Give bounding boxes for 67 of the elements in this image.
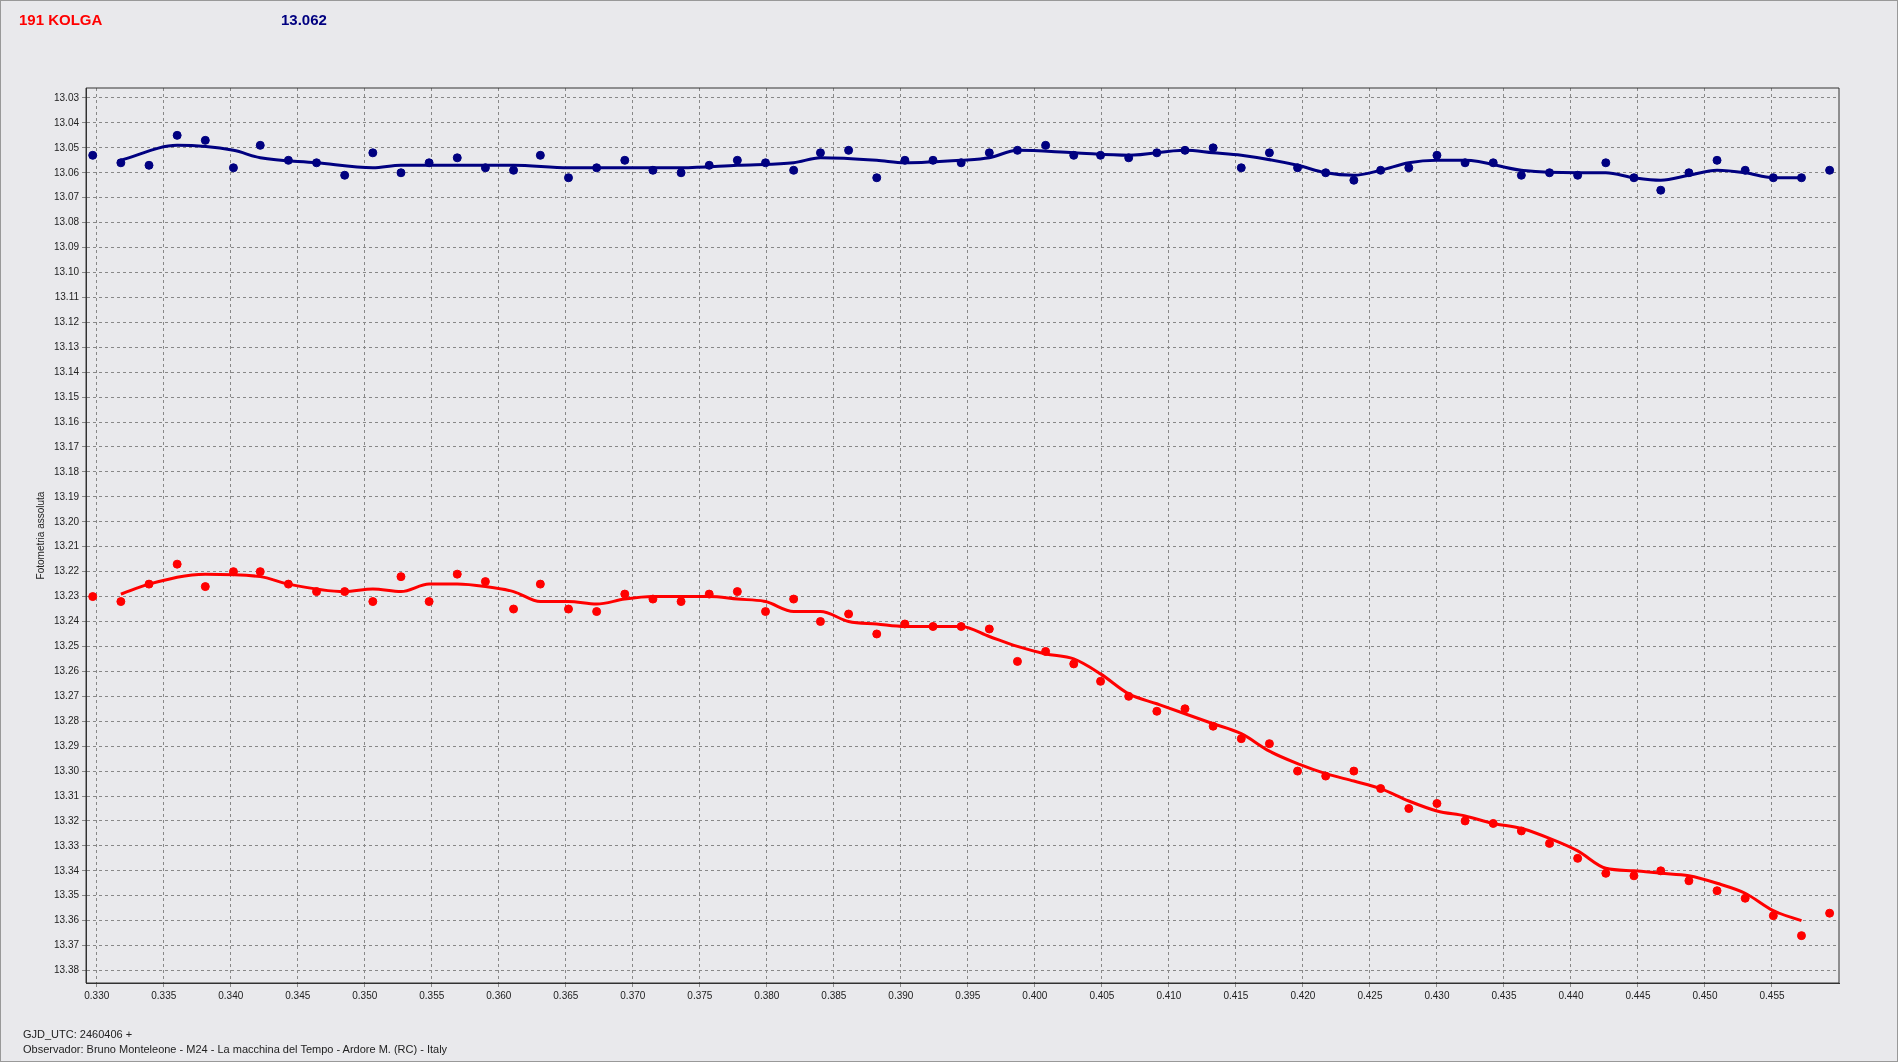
y-tick-label: 13.24 xyxy=(53,615,80,627)
x-tick-label: 0.355 xyxy=(419,989,445,1001)
x-tick-label: 0.410 xyxy=(1156,989,1182,1001)
chart-subtitle: 13.062 xyxy=(281,11,327,28)
y-tick-label: 13.32 xyxy=(53,814,80,826)
y-tick-label: 13.08 xyxy=(53,216,80,228)
y-tick-label: 13.26 xyxy=(53,665,80,677)
y-tick-label: 13.18 xyxy=(53,465,80,477)
x-tick-label: 0.340 xyxy=(218,989,244,1001)
x-tick-label: 0.380 xyxy=(754,989,780,1001)
x-tick-label: 0.350 xyxy=(352,989,378,1001)
x-tick-label: 0.330 xyxy=(84,989,110,1001)
x-tick-label: 0.390 xyxy=(888,989,914,1001)
y-tick-label: 13.07 xyxy=(53,191,80,203)
y-tick-label: 13.22 xyxy=(53,565,80,577)
y-tick-label: 13.15 xyxy=(53,390,80,402)
y-tick-label: 13.29 xyxy=(53,739,80,751)
x-tick-label: 0.425 xyxy=(1357,989,1383,1001)
y-tick-label: 13.10 xyxy=(53,266,80,278)
y-tick-label: 13.36 xyxy=(53,914,80,926)
x-tick-label: 0.400 xyxy=(1022,989,1048,1001)
y-tick-label: 13.19 xyxy=(53,490,80,502)
y-tick-label: 13.17 xyxy=(53,440,80,452)
x-tick-label: 0.445 xyxy=(1625,989,1651,1001)
y-tick-label: 13.27 xyxy=(53,690,80,702)
x-tick-label: 0.420 xyxy=(1290,989,1316,1001)
text: GJD_UTC: 2460406 + xyxy=(23,1027,134,1042)
x-tick-label: 0.360 xyxy=(486,989,512,1001)
y-tick-label: 13.13 xyxy=(53,341,80,353)
y-tick-label: 13.12 xyxy=(53,316,80,328)
y-tick-label: 13.28 xyxy=(53,714,80,726)
y-tick-label: 13.35 xyxy=(53,889,80,901)
x-tick-label: 0.335 xyxy=(151,989,177,1001)
y-tick-label: 13.16 xyxy=(53,415,80,427)
y-tick-label: 13.06 xyxy=(53,166,80,178)
x-tick-label: 0.415 xyxy=(1223,989,1249,1001)
y-tick-label: 13.03 xyxy=(53,91,80,103)
y-tick-label: 13.31 xyxy=(53,789,80,801)
x-tick-label: 0.385 xyxy=(821,989,847,1001)
x-tick-label: 0.455 xyxy=(1759,989,1785,1001)
x-tick-label: 0.365 xyxy=(553,989,579,1001)
x-tick-label: 0.345 xyxy=(285,989,311,1001)
x-tick-label: 0.375 xyxy=(687,989,713,1001)
x-tick-label: 0.450 xyxy=(1692,989,1718,1001)
y-tick-label: 13.21 xyxy=(53,540,80,552)
y-axis-title: Fotometria assoluta xyxy=(34,491,46,580)
x-tick-label: 0.435 xyxy=(1491,989,1517,1001)
chart-title: 191 KOLGA xyxy=(19,11,103,28)
y-tick-label: 13.20 xyxy=(53,515,80,527)
y-tick-label: 13.30 xyxy=(53,764,80,776)
y-tick-label: 13.05 xyxy=(53,141,80,153)
y-tick-label: 13.25 xyxy=(53,640,80,652)
y-tick-label: 13.14 xyxy=(53,365,80,377)
y-tick-label: 13.38 xyxy=(53,964,80,976)
x-tick-label: 0.430 xyxy=(1424,989,1450,1001)
x-tick-label: 0.395 xyxy=(955,989,981,1001)
y-tick-label: 13.04 xyxy=(53,116,80,128)
x-tick-label: 0.370 xyxy=(620,989,646,1001)
y-tick-label: 13.09 xyxy=(53,241,80,253)
x-tick-label: 0.405 xyxy=(1089,989,1115,1001)
y-tick-label: 13.11 xyxy=(54,291,80,303)
y-tick-label: 13.23 xyxy=(53,590,80,602)
y-tick-label: 13.33 xyxy=(53,839,80,851)
text: Observador: Bruno Monteleone - M24 - La macchina del Tempo - Ardore M. (RC) - Italy xyxy=(23,1042,448,1057)
y-tick-label: 13.34 xyxy=(53,864,80,876)
x-tick-label: 0.440 xyxy=(1558,989,1584,1001)
y-tick-label: 13.37 xyxy=(53,939,80,951)
